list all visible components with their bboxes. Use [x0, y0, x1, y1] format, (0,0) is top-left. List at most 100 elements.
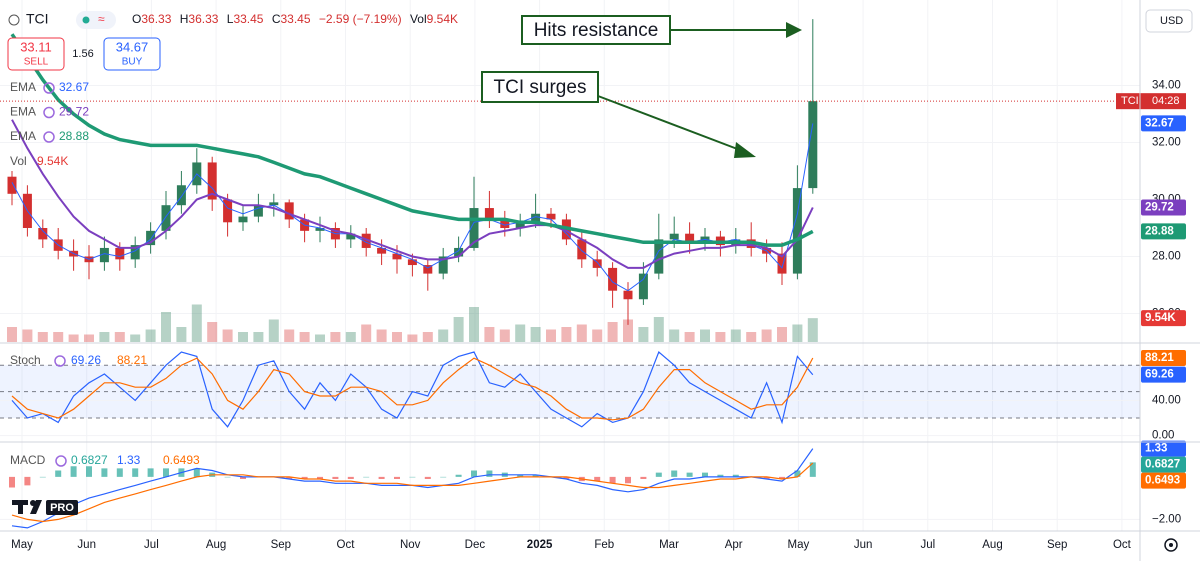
macd-histogram-bar	[686, 472, 693, 477]
price-badge-countdown: 04:28	[1152, 95, 1180, 107]
candle-body	[284, 202, 294, 220]
macd-histogram-bar	[779, 476, 785, 479]
arrow-head	[734, 142, 756, 158]
legend-icon	[54, 355, 66, 367]
sell-button[interactable]	[7, 37, 65, 71]
x-tick-label: Jul	[144, 539, 159, 551]
macd-histogram-bar	[301, 476, 308, 479]
macd-histogram-bar	[39, 476, 46, 478]
macd-histogram-bar	[147, 468, 154, 477]
status-dot	[82, 16, 90, 24]
volume-bar	[499, 329, 510, 342]
volume-bar	[715, 332, 726, 342]
volume-label: Vol	[410, 12, 427, 26]
volume-bar	[299, 332, 310, 342]
logo-mark	[18, 500, 23, 514]
volume-bar	[376, 329, 387, 342]
macd-badge-label: 0.6493	[1145, 475, 1180, 487]
price-badge	[1116, 93, 1186, 110]
x-tick-label: Aug	[982, 539, 1002, 551]
legend-value: 9.54K	[37, 154, 68, 168]
ema-line	[11, 119, 814, 269]
quote-label: L	[227, 12, 234, 26]
volume-bar	[392, 332, 402, 342]
candle-body	[608, 267, 618, 291]
volume-bar	[684, 332, 695, 342]
volume-bar	[792, 324, 803, 342]
candle-body	[315, 228, 325, 231]
x-tick-label: 2025	[527, 539, 553, 551]
macd-histogram-bar	[640, 476, 647, 479]
sell-price: 33.11	[20, 39, 52, 54]
y-tick-label: 28.00	[1152, 251, 1181, 263]
quote-label: O	[132, 12, 141, 26]
logo-mark	[30, 500, 42, 514]
candle-body	[638, 273, 648, 300]
volume-bar	[700, 329, 710, 342]
volume-bar	[561, 327, 572, 342]
candle-body	[130, 245, 140, 260]
plot-layers: May Jun Jul Aug Sep Oct Nov Dec 2025 Feb Mar Apr May…	[0, 0, 1186, 551]
volume-bar	[53, 332, 64, 342]
candle-body	[438, 256, 448, 274]
price-badge-symbol: TCI	[1121, 95, 1139, 107]
macd-histogram-bar	[347, 476, 354, 479]
macd-histogram-bar	[563, 476, 570, 479]
volume-bar	[530, 327, 541, 342]
change: −2.59 (−7.19%)	[319, 12, 402, 26]
candle-body	[269, 202, 279, 206]
macd-histogram-bar	[702, 472, 708, 477]
macd-histogram-bar	[424, 476, 431, 479]
volume-bar	[68, 334, 79, 342]
volume-bar	[222, 329, 233, 342]
candle-body	[392, 253, 402, 260]
volume-bar	[453, 317, 464, 342]
volume-badge	[1141, 310, 1186, 327]
legend-icon	[43, 82, 55, 94]
spread: 1.56	[72, 48, 93, 60]
candle-body	[792, 188, 802, 274]
volume-bar	[176, 327, 187, 342]
x-tick-label: Sep	[1047, 539, 1067, 551]
stoch-badge-label: 69.26	[1145, 369, 1174, 381]
macd-histogram-bar	[809, 462, 816, 477]
volume-bar	[191, 304, 202, 342]
annotation-arrow	[597, 95, 741, 151]
volume-bar	[807, 318, 818, 342]
macd-histogram-bar	[332, 476, 339, 479]
ema-badge	[1141, 199, 1186, 216]
y-tick-label: −2.00	[1152, 513, 1181, 525]
symbol[interactable]: TCI	[26, 11, 49, 27]
candle-body	[207, 162, 217, 200]
macd-histogram-bar	[594, 476, 601, 482]
volume-bar	[37, 332, 48, 342]
macd-histogram-bar	[486, 470, 493, 477]
volume-bar	[238, 332, 248, 342]
stoch-line	[11, 357, 814, 421]
candle-body	[7, 176, 17, 194]
ema-line	[10, 33, 814, 247]
volume-bar	[576, 324, 587, 342]
currency-button[interactable]	[1145, 9, 1193, 33]
legend-name: EMA	[10, 129, 36, 143]
status-pill[interactable]	[76, 11, 116, 29]
legend-icon	[43, 131, 55, 143]
x-tick-label: Oct	[337, 539, 356, 551]
candle-body	[115, 247, 125, 260]
legend-value: 88.21	[117, 353, 147, 367]
x-tick-label: Jul	[920, 539, 935, 551]
volume-bar	[145, 329, 156, 342]
buy-button[interactable]	[103, 37, 161, 71]
settings-icon[interactable]	[1164, 538, 1178, 552]
logo-badge	[46, 500, 78, 515]
macd-histogram-bar	[794, 470, 801, 477]
annotation-box	[481, 71, 599, 103]
stoch-badge	[1141, 350, 1186, 367]
volume-bar	[22, 329, 33, 342]
macd-histogram-bar	[240, 476, 246, 479]
candle-body	[592, 259, 602, 268]
macd-histogram-bar	[717, 474, 724, 477]
macd-histogram-bar	[732, 474, 739, 477]
